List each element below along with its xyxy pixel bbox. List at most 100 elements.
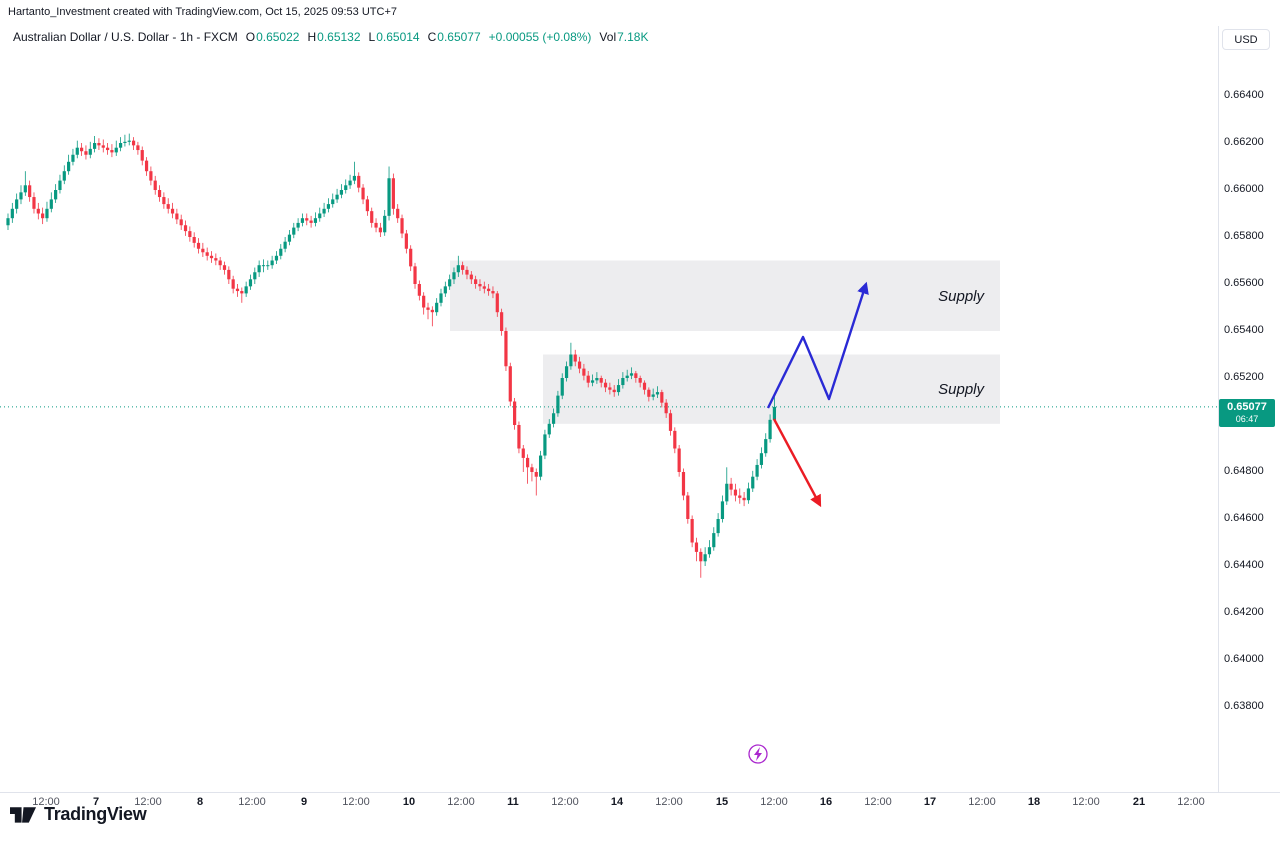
candle-body	[560, 378, 564, 396]
candle-body	[140, 150, 144, 161]
candle-body	[58, 180, 62, 190]
volume: Vol 7.18K	[599, 30, 649, 44]
candle-body	[144, 160, 149, 172]
candle-body	[75, 147, 79, 155]
candle-body	[435, 302, 439, 313]
candle-body	[240, 291, 244, 294]
supply-zone[interactable]: Supply	[543, 354, 1000, 424]
candle-body	[729, 483, 733, 490]
candle-body	[608, 387, 612, 390]
candle-body	[84, 151, 88, 155]
supply-zone-label: Supply	[938, 288, 985, 305]
candle-body	[41, 213, 45, 219]
candle-body	[638, 378, 642, 383]
candle-body	[577, 361, 582, 369]
candle-body	[616, 385, 621, 393]
candle-body	[45, 208, 49, 219]
candle-body	[183, 225, 188, 232]
candle-body	[300, 218, 305, 223]
candle-body	[348, 180, 352, 186]
price-change: +0.00055 (+0.08%)	[488, 30, 592, 44]
projection-arrow-up[interactable]	[766, 281, 869, 409]
candle-body	[309, 220, 313, 223]
projection-arrow-down[interactable]	[772, 418, 822, 508]
candle-body	[19, 192, 23, 200]
candle-body	[642, 382, 647, 390]
candle-body	[404, 233, 408, 249]
candle-body	[426, 307, 430, 310]
candle-body	[547, 423, 551, 435]
candle-body	[32, 197, 36, 209]
candle-body	[205, 252, 209, 256]
candle-body	[253, 272, 257, 280]
ohlc-low: L 0.65014	[368, 30, 420, 44]
candle-body	[279, 248, 283, 256]
ohlc-open: O 0.65022	[245, 30, 300, 44]
symbol-title[interactable]: Australian Dollar / U.S. Dollar - 1h - F…	[13, 30, 238, 44]
candle-body	[448, 279, 452, 287]
candle-body	[335, 194, 339, 200]
candle-body	[530, 467, 534, 472]
candle-body	[443, 286, 447, 294]
candle-body	[551, 413, 556, 424]
candle-body	[123, 141, 127, 143]
tradingview-logo[interactable]: TradingView	[10, 802, 147, 826]
time-axis-divider	[0, 792, 1280, 793]
candle-body	[621, 378, 625, 386]
candle-body	[699, 551, 703, 562]
candle-body	[712, 533, 716, 548]
candle-body	[586, 375, 590, 383]
candle-body	[768, 419, 772, 440]
candle-body	[409, 248, 413, 267]
candle-body	[513, 401, 517, 425]
tradingview-logo-icon	[10, 807, 37, 823]
candle-body	[28, 185, 32, 198]
candle-body	[430, 309, 434, 313]
candle-body	[582, 368, 586, 376]
candle-body	[465, 269, 469, 275]
candle-body	[759, 453, 764, 465]
candle-body	[88, 148, 92, 155]
candle-body	[720, 501, 725, 519]
candle-body	[690, 519, 694, 543]
candle-body	[677, 448, 681, 472]
candle-body	[201, 248, 205, 253]
candle-body	[526, 457, 530, 468]
candle-body	[6, 218, 10, 226]
candle-body	[599, 378, 603, 383]
economic-event-lightning-icon[interactable]	[748, 744, 768, 764]
supply-zone-label: Supply	[938, 381, 985, 398]
supply-zone[interactable]: Supply	[450, 260, 1000, 332]
candle-body	[500, 312, 504, 331]
candle-body	[157, 190, 162, 198]
candle-body	[556, 395, 560, 414]
candle-body	[668, 413, 673, 431]
candle-body	[357, 175, 361, 188]
candle-body	[686, 495, 690, 519]
candle-body	[339, 190, 344, 195]
candle-body	[673, 430, 677, 449]
candle-body	[603, 382, 608, 388]
last-price-badge: 0.65077 06:47	[1219, 398, 1275, 427]
candle-body	[564, 366, 569, 378]
candle-body	[543, 434, 547, 456]
candle-body	[36, 208, 40, 214]
candle-body	[175, 213, 179, 220]
candle-body	[80, 147, 84, 152]
candle-body	[469, 274, 473, 280]
candle-body	[235, 288, 240, 292]
candle-body	[538, 455, 543, 477]
candle-body	[244, 286, 248, 294]
candles-series[interactable]	[6, 133, 777, 578]
candle-body	[417, 284, 421, 296]
candle-body	[751, 476, 755, 489]
currency-usd-button[interactable]: USD	[1222, 29, 1270, 50]
candle-body	[283, 241, 287, 249]
candle-body	[569, 354, 573, 367]
candle-body	[573, 354, 577, 362]
candle-body	[422, 295, 426, 308]
candle-body	[534, 472, 538, 477]
candle-body	[62, 171, 66, 181]
candle-body	[452, 272, 456, 280]
